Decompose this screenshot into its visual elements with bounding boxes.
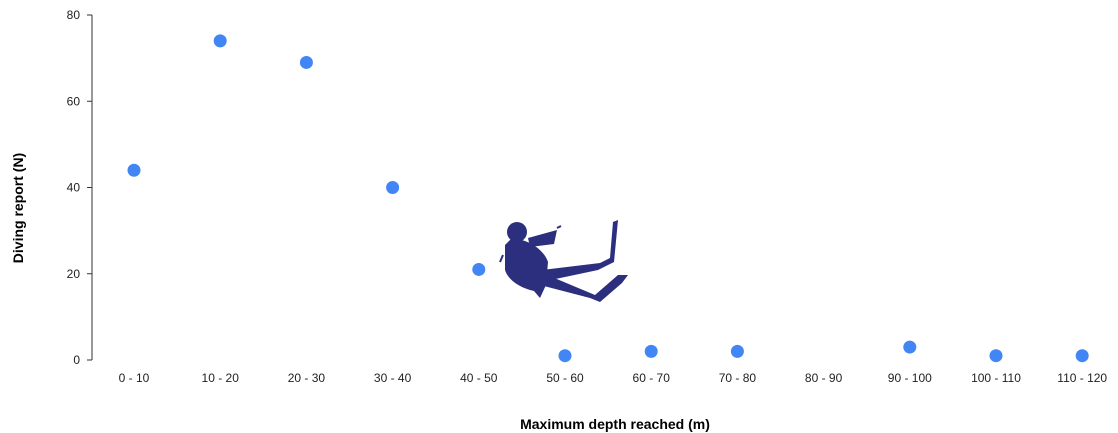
data-point [989,349,1003,363]
y-tick-label: 80 [67,8,81,22]
x-tick-label: 60 - 70 [633,371,671,385]
data-point [558,349,572,363]
x-tick-label: 30 - 40 [374,371,412,385]
x-tick-label: 50 - 60 [546,371,584,385]
data-point [472,262,486,276]
x-tick-label: 100 - 110 [971,371,1021,385]
x-tick-labels: 0 - 10 10 - 20 20 - 30 30 - 40 40 - 50 50 - 6… [119,371,1108,385]
x-tick-label: 80 - 90 [805,371,843,385]
y-axis: 0 20 40 60 80 [67,8,93,367]
data-point [644,344,658,358]
data-point [299,55,313,69]
data-point [730,344,744,358]
y-tick-label: 20 [67,267,81,281]
y-axis-title: Diving report (N) [10,153,26,263]
data-point [213,34,227,48]
x-tick-label: 90 - 100 [888,371,932,385]
y-tick-label: 60 [67,94,81,108]
y-tick-label: 0 [73,353,80,367]
x-tick-label: 110 - 120 [1057,371,1107,385]
x-tick-label: 0 - 10 [119,371,150,385]
data-point [1075,349,1089,363]
scuba-diver-icon [499,220,628,302]
data-point [127,163,141,177]
y-ticks: 0 20 40 60 80 [67,8,92,367]
y-tick-label: 40 [67,181,81,195]
x-tick-label: 10 - 20 [202,371,240,385]
x-tick-label: 70 - 80 [719,371,757,385]
data-points [127,34,1089,363]
x-axis-title: Maximum depth reached (m) [520,416,710,432]
data-point [386,181,400,194]
x-tick-label: 40 - 50 [460,371,498,385]
data-point [903,340,917,354]
x-tick-label: 20 - 30 [288,371,326,385]
